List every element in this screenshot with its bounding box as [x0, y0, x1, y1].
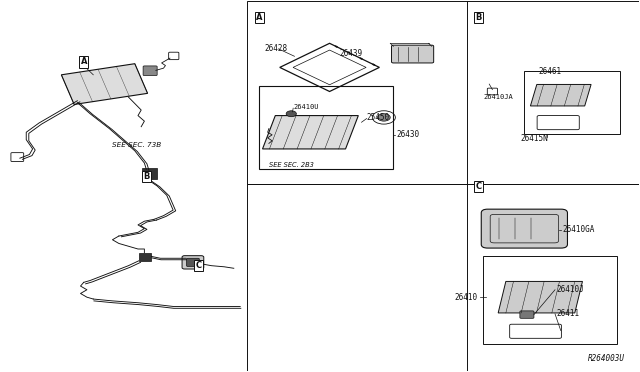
- Text: 26410GA: 26410GA: [563, 225, 595, 234]
- Text: SEE SEC. 2B3: SEE SEC. 2B3: [269, 161, 314, 167]
- Text: R264003U: R264003U: [588, 354, 625, 363]
- Text: C: C: [476, 182, 481, 191]
- Text: 26410JA: 26410JA: [483, 94, 513, 100]
- Text: 26461: 26461: [538, 67, 561, 76]
- Text: C: C: [196, 261, 202, 270]
- Bar: [246, 1, 639, 184]
- Bar: [259, 86, 394, 169]
- Text: 26410J: 26410J: [556, 285, 584, 294]
- Text: 26411: 26411: [556, 310, 579, 318]
- Bar: [524, 71, 620, 134]
- Polygon shape: [498, 282, 582, 313]
- Text: 26430: 26430: [397, 130, 420, 140]
- Polygon shape: [262, 116, 358, 149]
- Text: 26415N: 26415N: [520, 134, 548, 143]
- Bar: [143, 168, 157, 179]
- Text: B: B: [475, 13, 481, 22]
- Bar: [246, 184, 639, 371]
- Polygon shape: [61, 64, 148, 105]
- FancyBboxPatch shape: [520, 311, 534, 318]
- Text: A: A: [81, 57, 87, 66]
- Text: 26410U: 26410U: [293, 104, 319, 110]
- Text: A: A: [256, 13, 262, 22]
- Circle shape: [378, 114, 390, 121]
- Text: 26428: 26428: [264, 44, 287, 53]
- Text: 26410: 26410: [454, 293, 477, 302]
- Bar: [139, 253, 152, 261]
- Text: SEE SEC. 73B: SEE SEC. 73B: [113, 142, 162, 148]
- FancyBboxPatch shape: [143, 66, 157, 76]
- Circle shape: [286, 111, 296, 117]
- FancyBboxPatch shape: [186, 258, 199, 266]
- FancyBboxPatch shape: [481, 209, 568, 248]
- Text: 25450: 25450: [367, 113, 390, 122]
- Polygon shape: [531, 84, 591, 106]
- Bar: [483, 256, 617, 343]
- FancyBboxPatch shape: [392, 45, 434, 63]
- Text: 26439: 26439: [340, 49, 363, 58]
- Text: B: B: [143, 172, 150, 181]
- FancyBboxPatch shape: [182, 256, 204, 269]
